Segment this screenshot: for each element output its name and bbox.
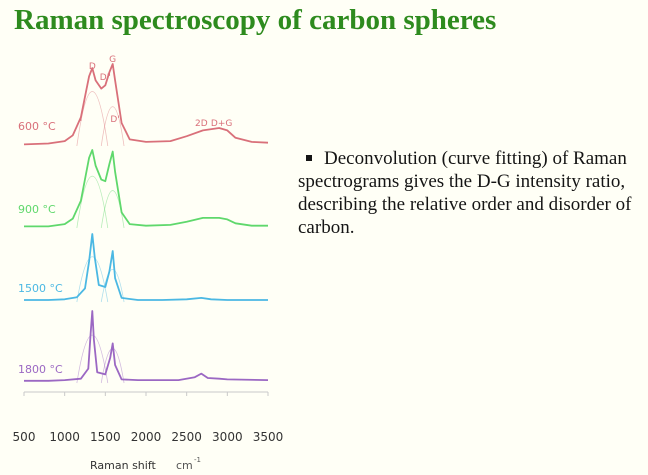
x-tick-label-5: 3000	[212, 430, 243, 444]
bullet-text: Deconvolution (curve fitting) of Raman s…	[298, 148, 632, 238]
x-axis-unit: cm	[176, 459, 193, 472]
series-label-2: 1500 °C	[18, 282, 63, 295]
series-label-1: 900 °C	[18, 203, 56, 216]
fit-component-d-3	[76, 334, 109, 384]
bullet-marker	[306, 154, 312, 161]
fit-component-g-2	[100, 268, 125, 303]
x-tick-label-3: 2000	[131, 430, 162, 444]
peak-annotation-2: G	[109, 55, 116, 65]
series-line-0	[23, 63, 269, 146]
peak-annotation-1: D"	[100, 73, 111, 83]
series-line-3	[24, 310, 269, 382]
series-line-2	[24, 233, 268, 301]
slide-title: Raman spectroscopy of carbon spheres	[14, 4, 497, 36]
peak-annotation-5: 2D	[195, 119, 208, 129]
series-label-3: 1800 °C	[18, 363, 63, 376]
fit-component-g-1	[100, 190, 125, 229]
fit-component-g-0	[100, 106, 125, 147]
x-tick-label-6: 3500	[253, 430, 284, 444]
x-axis-label: Raman shift	[90, 459, 157, 472]
peak-annotation-3: I	[80, 114, 83, 124]
bullet-point: Deconvolution (curve fitting) of Raman s…	[298, 147, 643, 239]
peak-annotation-4: D'	[110, 115, 119, 125]
x-tick-label-1: 1000	[49, 430, 80, 444]
peak-annotation-6: D+G	[211, 119, 232, 129]
series-line-1	[24, 149, 268, 228]
fit-component-g-3	[100, 348, 125, 384]
x-tick-label-2: 1500	[90, 430, 121, 444]
fit-component-d-0	[76, 91, 109, 147]
fit-component-d-1	[76, 176, 109, 229]
fit-component-d-2	[76, 256, 109, 303]
peak-annotation-0: D	[89, 62, 96, 72]
x-tick-label-0: 500	[13, 430, 36, 444]
x-axis-unit-superscript: -1	[194, 456, 201, 464]
x-tick-label-4: 2500	[171, 430, 202, 444]
series-label-0: 600 °C	[18, 120, 56, 133]
